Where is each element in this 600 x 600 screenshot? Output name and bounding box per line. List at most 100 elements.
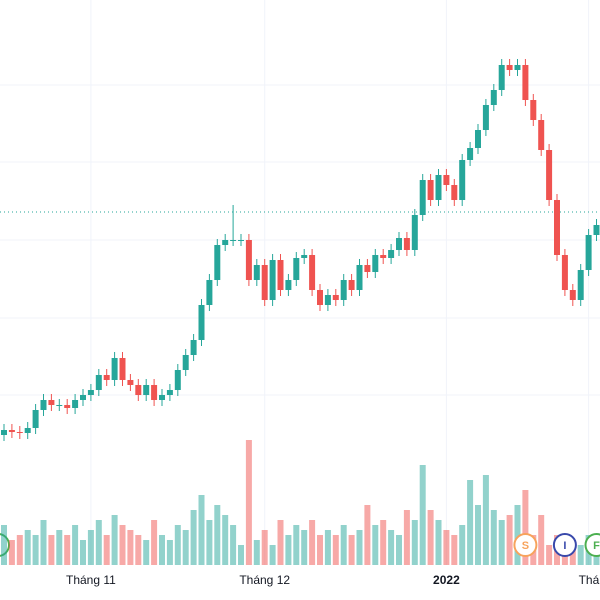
event-marker: [584, 533, 600, 557]
candle-body: [324, 295, 331, 305]
event-label: I: [563, 540, 566, 552]
candle-body: [174, 370, 181, 390]
volume-bar: [403, 510, 410, 565]
volume-bar: [95, 520, 102, 565]
candle-body: [585, 235, 592, 270]
volume-bar: [24, 530, 31, 565]
candle-body: [230, 240, 237, 241]
candle-body: [24, 428, 31, 433]
volume-bar: [8, 540, 15, 565]
volume-bar: [40, 520, 47, 565]
candle-body: [269, 260, 276, 300]
volume-bar: [222, 515, 229, 565]
volume-bar: [253, 540, 260, 565]
volume-bar: [372, 525, 379, 565]
candle-body: [593, 225, 600, 235]
candle-body: [506, 65, 513, 70]
volume-bar: [103, 535, 110, 565]
volume-bar: [245, 440, 252, 565]
candle-body: [561, 255, 568, 290]
candle-body: [8, 430, 15, 432]
candle-body: [411, 215, 418, 250]
candle-body: [56, 405, 63, 406]
candle-body: [277, 260, 284, 290]
candle-body: [546, 150, 553, 200]
volume-bar: [309, 520, 316, 565]
volume-bar: [48, 535, 55, 565]
candle-body: [127, 380, 134, 385]
candle-body: [95, 375, 102, 390]
volume-bar: [324, 530, 331, 565]
candle-body: [40, 400, 47, 410]
volume-bar: [277, 520, 284, 565]
candle-body: [72, 400, 79, 408]
candle-body: [245, 240, 252, 280]
candle-body: [119, 358, 126, 380]
volume-bar: [111, 515, 118, 565]
x-tick-label: Tháng 12: [239, 573, 290, 587]
volume-bar: [348, 535, 355, 565]
volume-bar: [198, 495, 205, 565]
volume-bar: [443, 530, 450, 565]
candle-body: [498, 65, 505, 90]
candle-body: [538, 120, 545, 150]
candle-body: [380, 255, 387, 258]
volume-bar: [214, 505, 221, 565]
candle-body: [143, 385, 150, 395]
candle-body: [451, 185, 458, 200]
volume-bar: [482, 475, 489, 565]
candle-body: [48, 400, 55, 405]
candle-body: [467, 148, 474, 160]
volume-bar: [119, 525, 126, 565]
candle-body: [340, 280, 347, 300]
volume-bar: [285, 535, 292, 565]
candle-body: [332, 295, 339, 300]
volume-bar: [159, 535, 165, 565]
volume-bar: [80, 540, 86, 565]
volume-bar: [293, 525, 300, 565]
candle-body: [198, 305, 205, 340]
volume-bar: [467, 480, 474, 565]
x-tick-label: Tháng: [579, 573, 600, 587]
candle-body: [490, 90, 497, 105]
volume-bar: [87, 530, 94, 565]
volume-bar: [364, 505, 371, 565]
volume-bar: [522, 490, 529, 565]
candle-body: [190, 340, 197, 355]
volume-bar: [435, 520, 442, 565]
volume-bar: [340, 525, 347, 565]
volume-bar: [16, 535, 23, 565]
candle-body: [356, 265, 363, 290]
volume-bar: [1, 525, 7, 565]
volume-bar: [396, 535, 402, 565]
volume-bar: [317, 535, 323, 565]
candle-body: [522, 65, 529, 100]
candle-body: [64, 405, 71, 408]
volume-bar: [166, 540, 173, 565]
event-label: S: [522, 540, 529, 552]
candle-body: [182, 355, 189, 370]
candle-body: [364, 265, 371, 272]
volume-bar: [332, 535, 339, 565]
candle-body: [348, 280, 355, 290]
candle-body: [222, 240, 229, 245]
candle-body: [159, 395, 165, 400]
candle-body: [403, 238, 410, 250]
volume-bar: [577, 545, 584, 565]
event-marker: [552, 533, 577, 557]
candle-body: [427, 180, 434, 200]
volume-bar: [538, 515, 545, 565]
volume-bar: [143, 540, 150, 565]
candle-body: [482, 105, 489, 130]
volume-bar: [182, 530, 189, 565]
volume-bar: [451, 535, 458, 565]
volume-bar: [498, 520, 505, 565]
candle-body: [443, 175, 450, 185]
volume-bar: [56, 530, 63, 565]
volume-bar: [174, 525, 181, 565]
candle-body: [135, 385, 142, 395]
volume-bar: [32, 535, 39, 565]
volume-bar: [127, 530, 134, 565]
volume-bar: [490, 510, 497, 565]
event-label: F: [593, 540, 600, 552]
